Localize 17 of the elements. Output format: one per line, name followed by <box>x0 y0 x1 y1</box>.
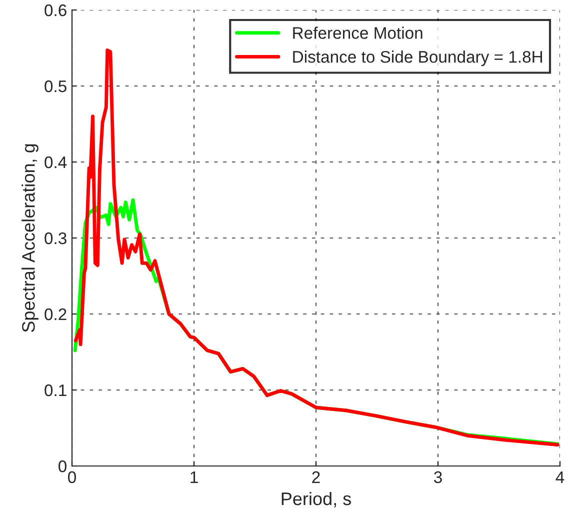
x-axis-title: Period, s <box>282 492 351 508</box>
x-tick-label: 3 <box>434 471 442 484</box>
legend-label: Distance to Side Boundary = 1.8H <box>293 50 542 66</box>
y-tick-label: 0 <box>58 460 66 472</box>
x-tick-label: 4 <box>556 471 564 483</box>
y-tick-label: 0.4 <box>44 156 67 168</box>
y-tick-label: 0.5 <box>44 80 66 92</box>
line-series <box>74 48 560 446</box>
x-tick-label: 2 <box>312 471 320 483</box>
legend-label: Reference Motion <box>293 26 422 39</box>
x-tick-label: 0 <box>68 471 76 484</box>
y-tick-label: 0.2 <box>44 308 66 320</box>
y-tick-label: 0.1 <box>44 384 66 396</box>
y-axis-title: Spectral Acceleration, g <box>22 144 38 332</box>
x-tick-label: 1 <box>190 471 198 483</box>
y-tick-label: 0.3 <box>44 232 66 244</box>
y-tick-label: 0.6 <box>44 4 66 16</box>
